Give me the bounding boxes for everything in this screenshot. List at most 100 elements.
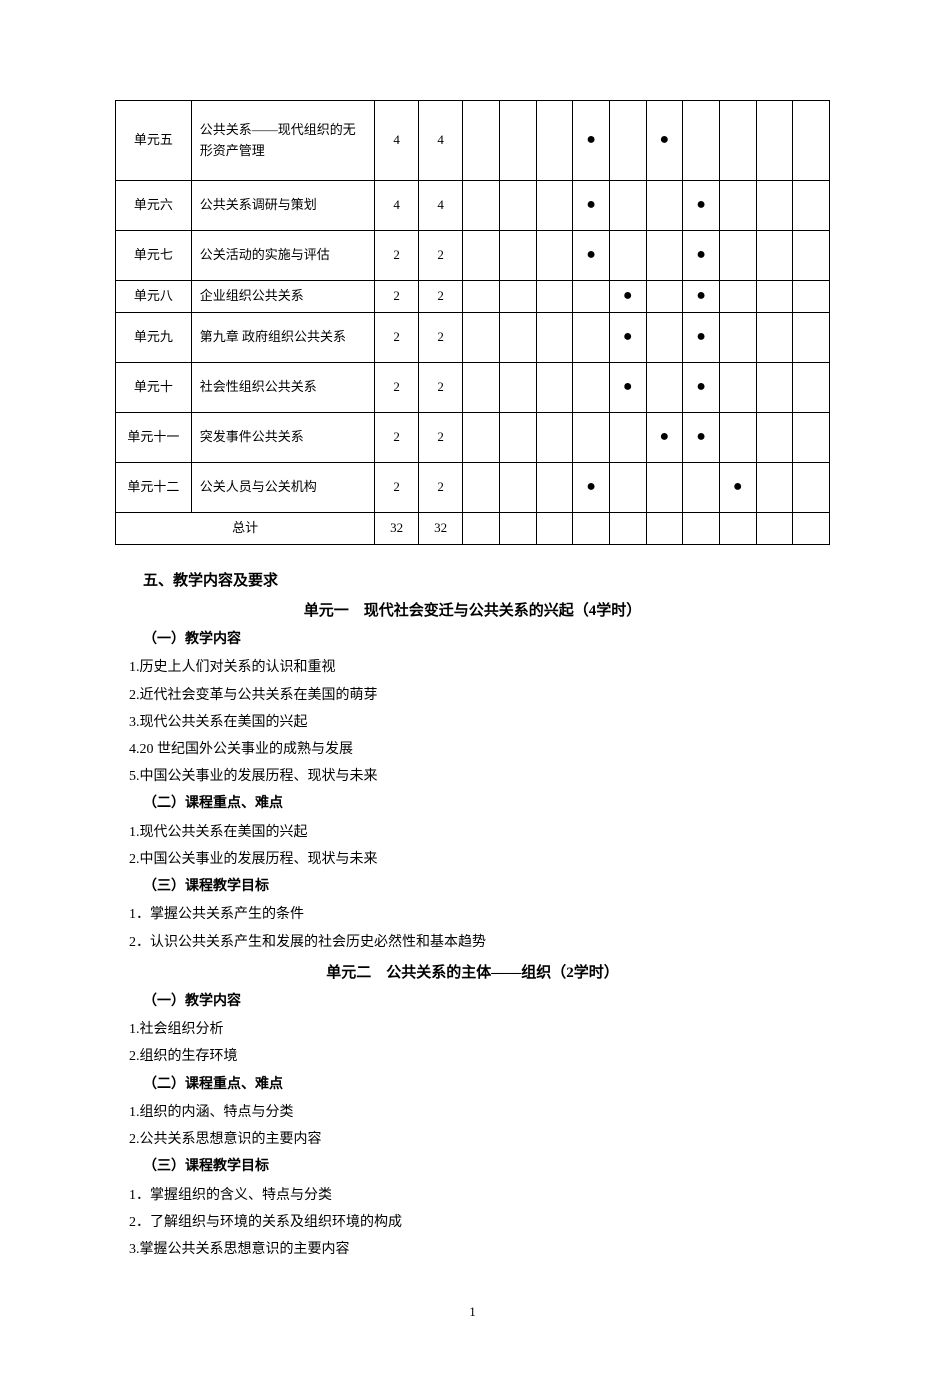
mark-cell xyxy=(609,413,646,463)
content-item: 4.20 世纪国外公关事业的成熟与发展 xyxy=(129,737,830,762)
mark-cell xyxy=(463,231,500,281)
mark-cell: ● xyxy=(683,363,720,413)
dot-icon: ● xyxy=(623,378,633,395)
hours-cell-2: 2 xyxy=(419,281,463,313)
content-item: 2.近代社会变革与公共关系在美国的萌芽 xyxy=(129,683,830,708)
mark-cell: ● xyxy=(573,101,610,181)
mark-cell xyxy=(463,313,500,363)
mark-cell xyxy=(536,101,573,181)
mark-cell xyxy=(719,363,756,413)
unit-2-sub-1: （一）教学内容 xyxy=(143,991,830,1013)
mark-cell: ● xyxy=(573,231,610,281)
unit-2-sub-3: （三）课程教学目标 xyxy=(143,1156,830,1178)
table-row: 单元十社会性组织公共关系22●● xyxy=(116,363,830,413)
mark-cell xyxy=(463,101,500,181)
mark-cell xyxy=(646,463,683,513)
unit-cell: 单元六 xyxy=(116,181,192,231)
hours-cell-2: 4 xyxy=(419,101,463,181)
mark-cell xyxy=(499,181,536,231)
mark-cell xyxy=(463,513,500,545)
mark-cell xyxy=(499,281,536,313)
mark-cell xyxy=(463,463,500,513)
total-hours-2: 32 xyxy=(419,513,463,545)
mark-cell: ● xyxy=(609,363,646,413)
mark-cell: ● xyxy=(573,181,610,231)
title-cell: 公共关系——现代组织的无形资产管理 xyxy=(191,101,374,181)
mark-cell xyxy=(463,181,500,231)
page-number: 1 xyxy=(115,1302,830,1323)
dot-icon: ● xyxy=(586,478,596,495)
dot-icon: ● xyxy=(586,246,596,263)
mark-cell xyxy=(756,231,793,281)
mark-cell xyxy=(646,231,683,281)
title-cell: 社会性组织公共关系 xyxy=(191,363,374,413)
mark-cell xyxy=(793,363,830,413)
table-row: 单元十二公关人员与公关机构22●● xyxy=(116,463,830,513)
hours-cell-2: 2 xyxy=(419,463,463,513)
mark-cell xyxy=(499,413,536,463)
mark-cell xyxy=(499,463,536,513)
dot-icon: ● xyxy=(696,287,706,304)
dot-icon: ● xyxy=(660,428,670,445)
mark-cell xyxy=(573,413,610,463)
title-cell: 突发事件公共关系 xyxy=(191,413,374,463)
content-item: 1.历史上人们对关系的认识和重视 xyxy=(129,655,830,680)
mark-cell: ● xyxy=(683,413,720,463)
mark-cell xyxy=(609,463,646,513)
dot-icon: ● xyxy=(696,428,706,445)
unit-1-heading: 单元一 现代社会变迁与公共关系的兴起（4学时） xyxy=(115,599,830,623)
mark-cell xyxy=(609,513,646,545)
mark-cell xyxy=(646,281,683,313)
mark-cell xyxy=(573,363,610,413)
mark-cell xyxy=(756,413,793,463)
hours-cell-1: 2 xyxy=(375,231,419,281)
unit-1-sub-1: （一）教学内容 xyxy=(143,629,830,651)
mark-cell xyxy=(646,513,683,545)
hours-cell-1: 4 xyxy=(375,101,419,181)
table-row: 单元八企业组织公共关系22●● xyxy=(116,281,830,313)
mark-cell xyxy=(536,281,573,313)
unit-2-sub-2: （二）课程重点、难点 xyxy=(143,1074,830,1096)
dot-icon: ● xyxy=(696,378,706,395)
mark-cell: ● xyxy=(683,281,720,313)
mark-cell xyxy=(463,413,500,463)
unit-cell: 单元十二 xyxy=(116,463,192,513)
dot-icon: ● xyxy=(696,328,706,345)
mark-cell xyxy=(719,313,756,363)
table-row: 单元十一突发事件公共关系22●● xyxy=(116,413,830,463)
keypoint-item: 2.中国公关事业的发展历程、现状与未来 xyxy=(129,847,830,872)
course-table: 单元五公共关系——现代组织的无形资产管理44●●单元六公共关系调研与策划44●●… xyxy=(115,100,830,545)
unit-cell: 单元十一 xyxy=(116,413,192,463)
mark-cell: ● xyxy=(573,463,610,513)
mark-cell xyxy=(719,513,756,545)
mark-cell: ● xyxy=(609,313,646,363)
mark-cell xyxy=(499,363,536,413)
mark-cell xyxy=(793,513,830,545)
hours-cell-2: 2 xyxy=(419,231,463,281)
hours-cell-1: 4 xyxy=(375,181,419,231)
unit-1-sub-2: （二）课程重点、难点 xyxy=(143,793,830,815)
title-cell: 企业组织公共关系 xyxy=(191,281,374,313)
mark-cell xyxy=(793,101,830,181)
mark-cell xyxy=(463,363,500,413)
mark-cell: ● xyxy=(646,101,683,181)
dot-icon: ● xyxy=(696,246,706,263)
mark-cell xyxy=(609,101,646,181)
mark-cell: ● xyxy=(646,413,683,463)
keypoint-item: 2.公共关系思想意识的主要内容 xyxy=(129,1127,830,1152)
mark-cell xyxy=(536,231,573,281)
table-row: 单元五公共关系——现代组织的无形资产管理44●● xyxy=(116,101,830,181)
mark-cell xyxy=(536,313,573,363)
mark-cell: ● xyxy=(683,181,720,231)
mark-cell xyxy=(573,513,610,545)
mark-cell xyxy=(793,313,830,363)
mark-cell xyxy=(536,413,573,463)
goal-item: 1．掌握组织的含义、特点与分类 xyxy=(129,1183,830,1208)
mark-cell xyxy=(499,513,536,545)
title-cell: 公关活动的实施与评估 xyxy=(191,231,374,281)
dot-icon: ● xyxy=(733,478,743,495)
unit-cell: 单元十 xyxy=(116,363,192,413)
dot-icon: ● xyxy=(696,196,706,213)
mark-cell xyxy=(609,181,646,231)
title-cell: 公共关系调研与策划 xyxy=(191,181,374,231)
